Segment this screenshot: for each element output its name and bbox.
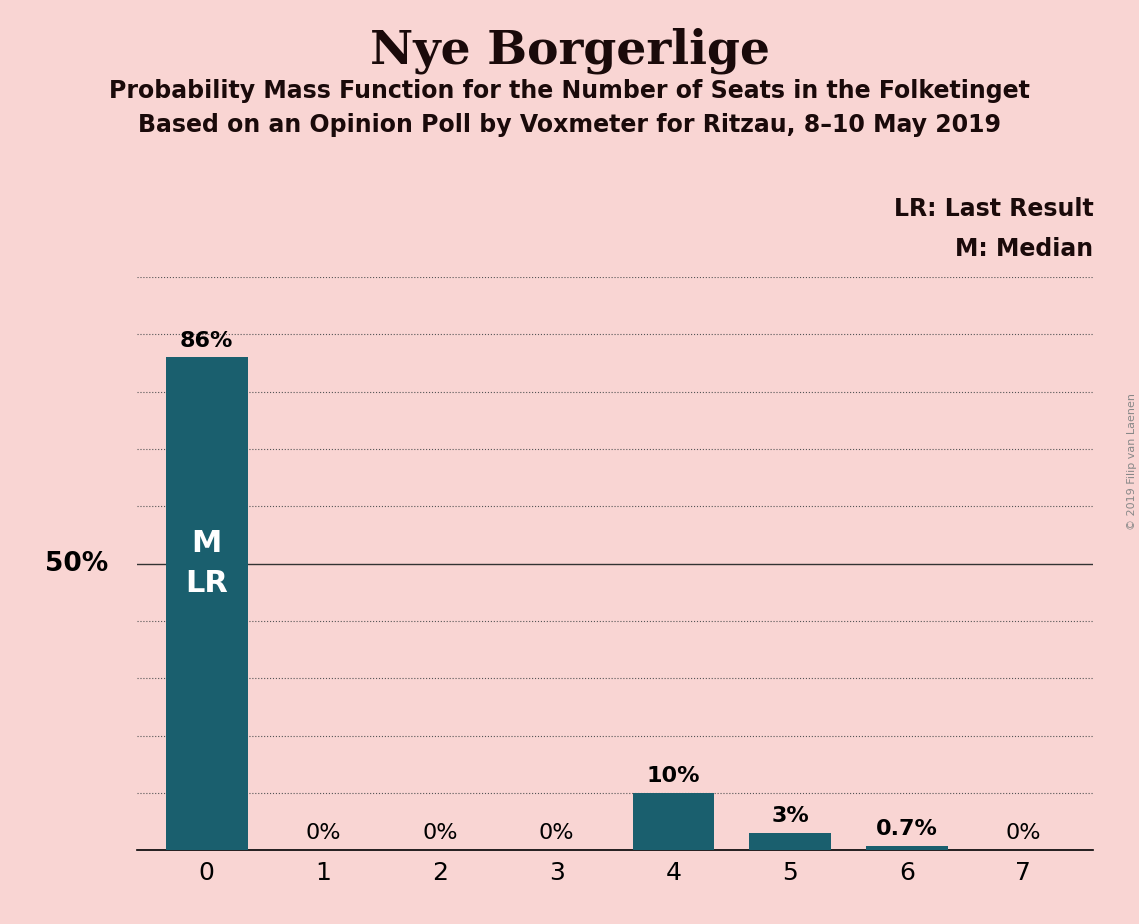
Text: Probability Mass Function for the Number of Seats in the Folketinget: Probability Mass Function for the Number… [109, 79, 1030, 103]
Bar [166, 358, 247, 850]
Text: 86%: 86% [180, 331, 233, 350]
Text: 50%: 50% [44, 551, 108, 577]
Text: 0%: 0% [1006, 822, 1041, 843]
Bar [749, 833, 831, 850]
Text: Based on an Opinion Poll by Voxmeter for Ritzau, 8–10 May 2019: Based on an Opinion Poll by Voxmeter for… [138, 113, 1001, 137]
Text: 0%: 0% [423, 822, 458, 843]
Text: 10%: 10% [647, 766, 700, 786]
Bar [866, 846, 948, 850]
Text: 3%: 3% [771, 806, 809, 826]
Text: 0.7%: 0.7% [876, 820, 937, 839]
Text: M: Median: M: Median [956, 237, 1093, 261]
Text: © 2019 Filip van Laenen: © 2019 Filip van Laenen [1126, 394, 1137, 530]
Bar [632, 793, 714, 850]
Text: LR: Last Result: LR: Last Result [894, 197, 1093, 221]
Text: Nye Borgerlige: Nye Borgerlige [369, 28, 770, 74]
Text: 0%: 0% [539, 822, 574, 843]
Text: 0%: 0% [305, 822, 341, 843]
Text: M
LR: M LR [186, 529, 228, 599]
